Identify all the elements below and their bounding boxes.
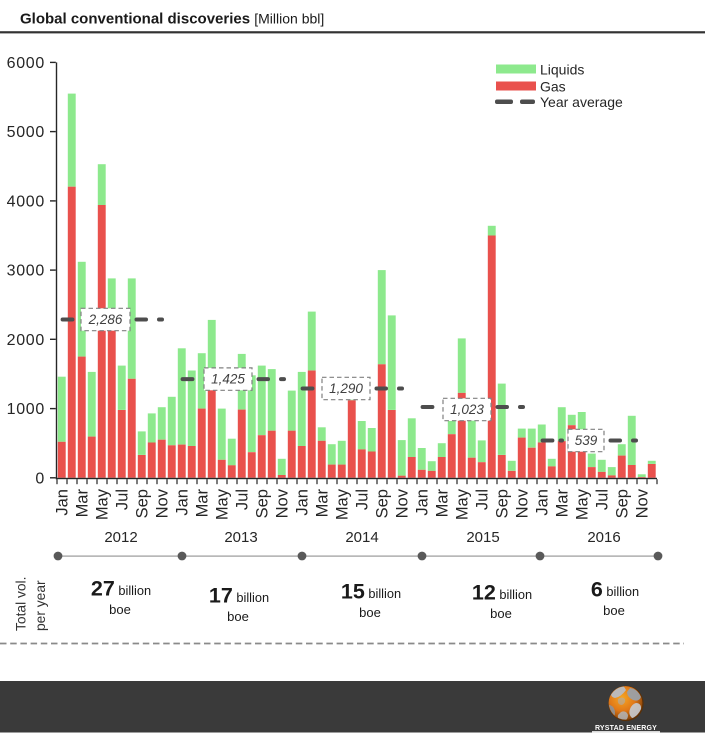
- svg-text:Nov: Nov: [154, 488, 172, 518]
- svg-text:May: May: [214, 488, 232, 520]
- svg-text:Mar: Mar: [434, 489, 452, 518]
- svg-text:Jul: Jul: [594, 489, 612, 510]
- svg-text:3000: 3000: [7, 263, 45, 280]
- svg-text:1,425: 1,425: [211, 372, 245, 387]
- svg-text:6000: 6000: [7, 55, 45, 72]
- svg-text:1000: 1000: [7, 401, 45, 418]
- svg-text:RYSTAD ENERGY: RYSTAD ENERGY: [595, 725, 657, 732]
- svg-text:Year average: Year average: [540, 94, 623, 110]
- svg-text:boe: boe: [490, 606, 512, 621]
- svg-text:Jan: Jan: [534, 489, 552, 516]
- svg-text:1,023: 1,023: [450, 402, 484, 417]
- svg-text:539: 539: [575, 433, 598, 448]
- svg-text:0: 0: [35, 470, 45, 487]
- svg-text:Sep: Sep: [254, 489, 272, 518]
- svg-text:Gas: Gas: [540, 79, 566, 95]
- svg-text:2,286: 2,286: [88, 312, 123, 327]
- svg-text:Liquids: Liquids: [540, 62, 584, 78]
- svg-text:Sep: Sep: [374, 489, 392, 518]
- svg-text:Jan: Jan: [54, 489, 72, 516]
- svg-text:Jul: Jul: [474, 489, 492, 510]
- svg-text:May: May: [334, 488, 352, 520]
- svg-text:Jul: Jul: [114, 489, 132, 510]
- svg-text:2014: 2014: [345, 529, 378, 546]
- svg-text:Nov: Nov: [274, 488, 292, 518]
- svg-text:2012: 2012: [104, 529, 137, 546]
- svg-text:May: May: [94, 488, 112, 520]
- svg-text:Mar: Mar: [74, 489, 92, 518]
- svg-text:Mar: Mar: [554, 489, 572, 518]
- svg-text:May: May: [454, 488, 472, 520]
- svg-text:Global conventional discoverie: Global conventional discoveries [Million…: [20, 11, 324, 28]
- svg-text:Total vol.: Total vol.: [14, 577, 29, 631]
- svg-text:1,290: 1,290: [329, 381, 363, 396]
- svg-text:Sep: Sep: [494, 489, 512, 518]
- svg-text:boe: boe: [603, 603, 625, 618]
- svg-text:boe: boe: [359, 605, 381, 620]
- svg-text:Mar: Mar: [194, 489, 212, 518]
- svg-text:Nov: Nov: [634, 488, 652, 518]
- svg-text:May: May: [574, 488, 592, 520]
- svg-text:per year: per year: [33, 580, 48, 631]
- svg-text:Mar: Mar: [314, 489, 332, 518]
- svg-text:Jul: Jul: [234, 489, 252, 510]
- svg-text:5000: 5000: [7, 124, 45, 141]
- svg-text:Jan: Jan: [414, 489, 432, 516]
- svg-text:2015: 2015: [466, 529, 499, 546]
- svg-text:Sep: Sep: [134, 489, 152, 518]
- svg-text:2000: 2000: [7, 332, 45, 349]
- svg-text:4000: 4000: [7, 193, 45, 210]
- svg-text:2013: 2013: [224, 529, 257, 546]
- svg-text:boe: boe: [109, 602, 131, 617]
- svg-text:Nov: Nov: [394, 488, 412, 518]
- svg-text:Jan: Jan: [174, 489, 192, 516]
- svg-text:2016: 2016: [587, 529, 620, 546]
- svg-text:Nov: Nov: [514, 488, 532, 518]
- svg-text:Jul: Jul: [354, 489, 372, 510]
- svg-text:Sep: Sep: [614, 489, 632, 518]
- svg-text:boe: boe: [227, 609, 249, 624]
- svg-text:Jan: Jan: [294, 489, 312, 516]
